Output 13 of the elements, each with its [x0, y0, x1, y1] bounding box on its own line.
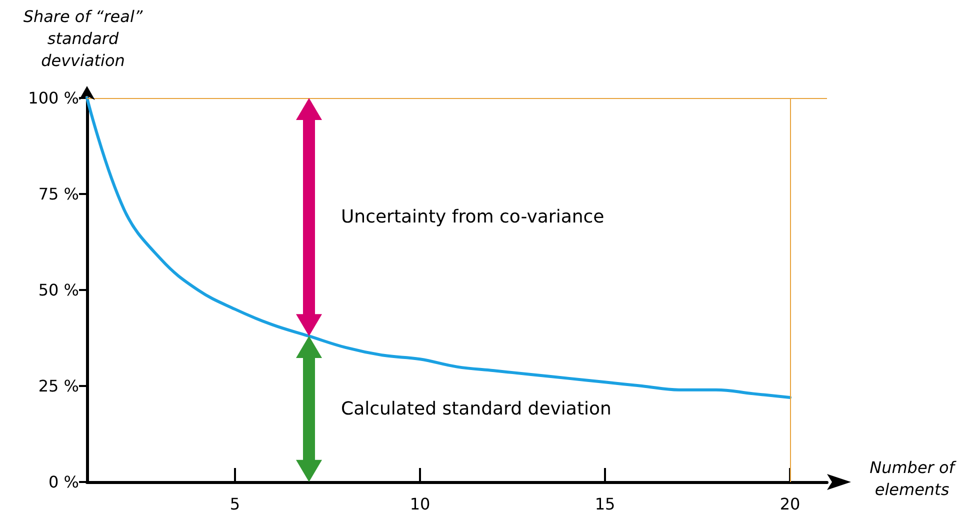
- y-axis-title: Share of “real” standard devviation: [22, 6, 144, 72]
- y-tick-label: 0 %: [48, 472, 79, 492]
- x-tick-label: 10: [410, 494, 430, 514]
- x-tick-label: 5: [230, 494, 240, 514]
- y-tick-label: 100 %: [28, 88, 79, 108]
- x-tick-label: 20: [780, 494, 800, 514]
- x-tick-label: 15: [594, 494, 616, 514]
- annotation: Calculated standard deviation: [341, 398, 612, 420]
- y-tick-label: 50 %: [38, 280, 79, 300]
- y-tick-label: 75 %: [38, 184, 79, 204]
- x-axis-title: Number of elements: [868, 457, 958, 501]
- annotation: Uncertainty from co-variance: [341, 206, 604, 228]
- y-tick-label: 25 %: [38, 376, 79, 396]
